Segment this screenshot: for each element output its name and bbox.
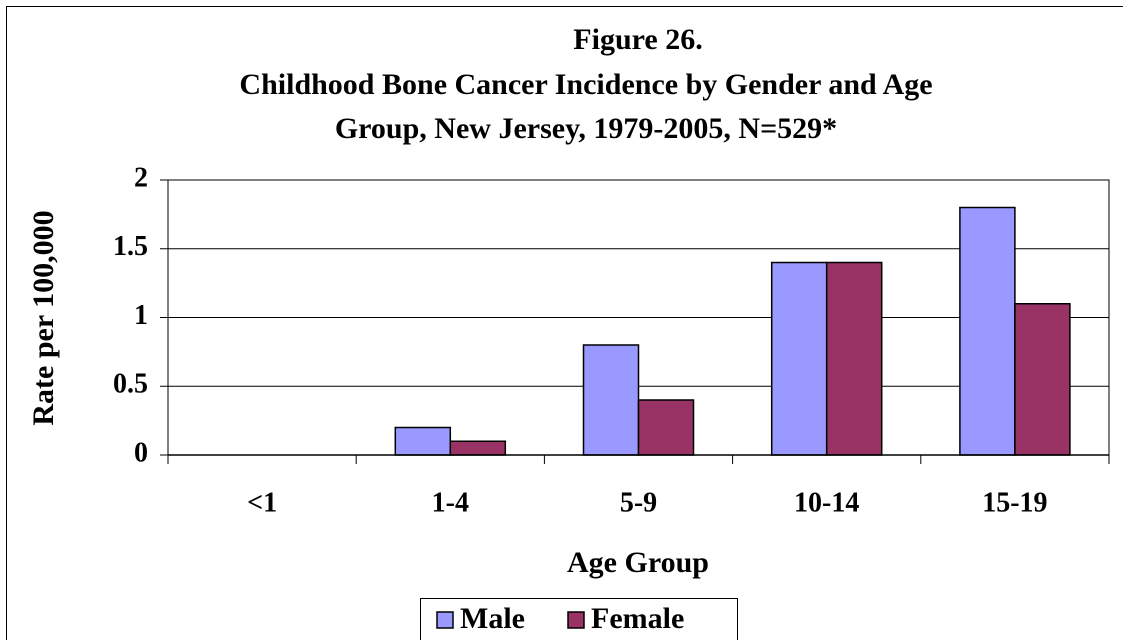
chart-title: Childhood Bone Cancer Incidence by Gende… <box>239 68 932 101</box>
bar <box>394 426 452 456</box>
x-tick-label: <1 <box>247 487 277 518</box>
y-tick-label: 1 <box>134 300 148 331</box>
bar <box>637 399 695 456</box>
y-tick-label: 0 <box>134 437 148 468</box>
chart-title: Figure 26. <box>573 23 702 56</box>
x-tick-label: 15-19 <box>982 487 1047 518</box>
y-tick-label: 0.5 <box>113 369 148 400</box>
legend-label: Female <box>591 602 684 635</box>
bar <box>825 261 883 456</box>
bar <box>449 440 507 456</box>
x-tick-label: 5-9 <box>620 487 657 518</box>
bar <box>959 206 1016 456</box>
legend-label: Male <box>460 602 525 635</box>
legend-swatch <box>436 611 454 629</box>
legend-swatch <box>567 611 585 629</box>
bar <box>582 344 640 456</box>
x-tick-label: 1-4 <box>432 487 469 518</box>
y-tick-label: 1.5 <box>113 231 148 262</box>
bar <box>770 261 828 456</box>
y-tick-label: 2 <box>134 162 148 193</box>
bar <box>1014 303 1071 456</box>
y-axis-label: Rate per 100,000 <box>27 210 60 425</box>
x-axis-label: Age Group <box>567 546 709 579</box>
x-tick-label: 10-14 <box>794 487 859 518</box>
chart-title: Group, New Jersey, 1979-2005, N=529* <box>335 112 837 145</box>
